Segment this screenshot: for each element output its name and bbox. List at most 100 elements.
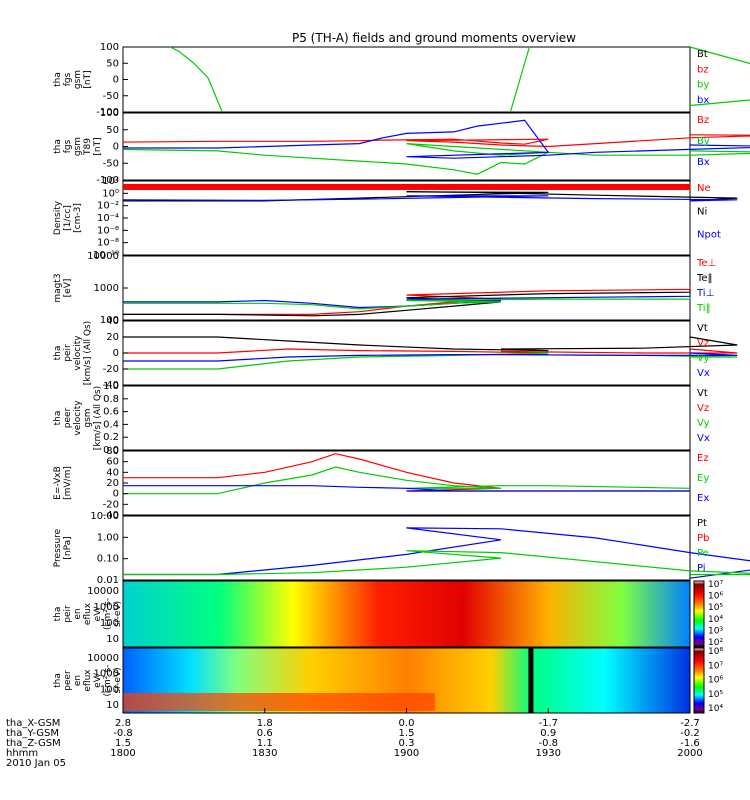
series-line-Ey	[123, 466, 691, 495]
x-tick-label: 1.5	[399, 728, 415, 739]
legend-entry: Bx	[697, 157, 710, 168]
y-tick-label: 0	[113, 348, 119, 359]
y-axis-label: tha	[53, 139, 63, 154]
legend-entry: bz	[697, 64, 709, 75]
y-tick-label: 100	[100, 618, 119, 629]
legend-entry: Pb	[697, 533, 709, 544]
x-tick-label: 1900	[394, 748, 419, 759]
colorbar-label: 10⁶	[708, 592, 723, 602]
y-tick-label: 100	[100, 315, 119, 326]
panel-frame	[122, 515, 691, 581]
colorbar-label: 10⁵	[708, 603, 723, 613]
legend-entry: Ti‖	[696, 303, 711, 314]
y-tick-label: -40	[103, 380, 119, 391]
series-line-Te⊥	[123, 286, 691, 315]
y-tick-label: 1000	[94, 669, 119, 680]
y-axis-label: [eV]	[63, 279, 73, 298]
y-axis-label: en	[73, 608, 83, 619]
legend-entry: Bt	[697, 49, 708, 60]
y-tick-label: -40	[103, 510, 119, 521]
colorbar-label: 10⁸	[708, 647, 723, 657]
y-axis-label: gsm	[83, 408, 93, 427]
colorbar-label: 10⁵	[708, 690, 723, 700]
y-axis-label: peer	[63, 407, 73, 428]
x-tick-label: 1.8	[257, 718, 273, 729]
panel-frame	[122, 46, 691, 113]
legend-entry: bx	[697, 95, 709, 106]
legend-entry: Vx	[697, 368, 710, 379]
panel-3: 10000 1000 100 magt3 [eV] Te⊥ Te‖ Ti⊥ Ti‖	[53, 251, 716, 326]
legend-entry: Vz	[697, 403, 709, 414]
y-axis-label: velocity	[73, 335, 83, 371]
colorbar-label: 10⁷	[708, 580, 723, 590]
legend-entry: Vx	[697, 433, 710, 444]
y-tick-label: 10⁻¹⁰	[93, 250, 119, 261]
series-line-Npot	[122, 195, 738, 202]
colorbar-label: 10⁴	[708, 704, 723, 714]
x-tick-label: 0.6	[257, 728, 273, 739]
y-axis-label: [nPa]	[63, 536, 73, 559]
colorbar-label: 10⁷	[708, 661, 723, 671]
y-tick-label: 0.4	[103, 419, 119, 430]
x-tick-label: 2000	[677, 748, 702, 759]
panel-4: 40 20 0 -20 -40 tha peir velocity [km/s] (All Qs…	[53, 316, 738, 391]
y-tick-label: 0	[113, 142, 119, 153]
y-axis-label: [1/cc]	[63, 205, 73, 231]
y-tick-label: -100	[96, 175, 119, 186]
y-tick-label: 0.10	[97, 554, 119, 565]
x-tick-label: -1.6	[680, 738, 700, 749]
x-row-label: hhmm	[6, 748, 38, 759]
x-tick-label: 0.9	[540, 728, 556, 739]
series-line-Ex	[123, 485, 690, 492]
y-axis-label: gsm	[73, 137, 83, 156]
y-axis-label: [mV/m]	[63, 466, 73, 500]
x-tick-label: 2.8	[115, 718, 131, 729]
date-label: 2010 Jan 05	[6, 758, 66, 769]
x-tick-label: 1930	[536, 748, 561, 759]
panel-frame	[122, 385, 691, 451]
colorbar-label: 10³	[708, 626, 723, 636]
y-axis-label: [nT]	[93, 137, 103, 155]
y-axis-label: Pressure	[53, 528, 63, 567]
series-line-Pi	[123, 527, 750, 579]
y-axis-label: magt3	[53, 273, 63, 302]
y-axis-label: fgs	[63, 139, 73, 153]
y-tick-label: 10⁻²	[97, 201, 119, 212]
x-tick-label: -0.2	[680, 728, 700, 739]
x-tick-label: 1800	[110, 748, 135, 759]
legend-entry: Ti⊥	[696, 288, 714, 299]
colorbar-label: 10⁴	[708, 615, 723, 625]
y-tick-label: 100	[100, 108, 119, 119]
legend-entry: Bz	[697, 115, 709, 126]
panel-frame	[122, 580, 691, 648]
y-tick-label: 0.01	[97, 575, 119, 586]
y-axis-label: tha	[53, 673, 63, 688]
panel-0: 100 50 0 -50 -100 tha fgs gsm [nT] Bt bz by bx	[53, 42, 750, 118]
series-line-Bz	[122, 134, 750, 148]
x-row-label: tha_X-GSM	[6, 718, 60, 729]
y-tick-label: 10⁰	[102, 188, 119, 199]
legend-entry: Ne	[697, 183, 711, 194]
y-axis-label: fgs	[63, 72, 73, 86]
heatmap-hot-band	[123, 693, 435, 711]
y-tick-label: 10	[106, 700, 119, 711]
y-axis-label: velocity	[73, 400, 83, 436]
y-axis-label: E=-VxB	[53, 466, 63, 500]
series-line-by	[509, 46, 530, 113]
y-tick-label: 1000	[94, 283, 119, 294]
colorbar-label: 10⁶	[708, 676, 723, 686]
y-tick-label: 10000	[87, 586, 119, 597]
x-row-label: tha_Y-GSM	[6, 728, 59, 739]
y-axis-label: eflux	[83, 602, 93, 625]
legend-entry: Ey	[697, 473, 709, 484]
y-axis-label: [km/s] (All Qs)	[93, 386, 103, 450]
y-axis-label: (cm²-s-	[103, 664, 113, 696]
y-tick-label: 1.00	[97, 532, 119, 543]
colorbar	[693, 647, 705, 714]
legend-entry: by	[697, 80, 709, 91]
y-tick-label: 60	[106, 457, 119, 468]
